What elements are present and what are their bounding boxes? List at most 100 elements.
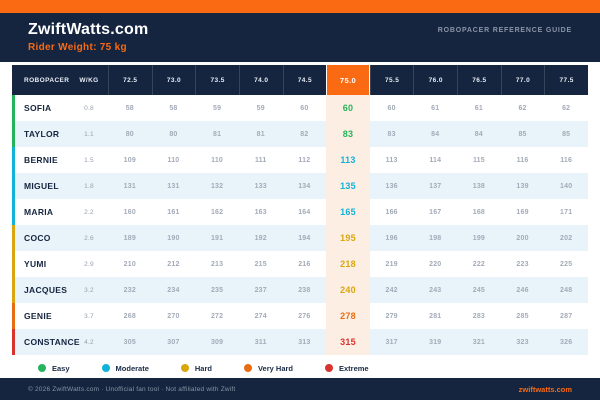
difficulty-bar (12, 147, 15, 173)
pacer-row: YUMI 2.9 210 212 213 215 216 218 219 220 222 223 225 (12, 251, 588, 277)
pacer-row: GENIE 3.7 268 270 272 274 276 278 279 281 283 285 28… (12, 303, 588, 329)
pacer-wkg: 3.2 (84, 286, 94, 294)
difficulty-legend: Easy Moderate Hard Very Hard Extreme (38, 360, 600, 376)
pacer-name: SOFIA (24, 103, 52, 113)
watts-cell: 60 (387, 104, 396, 112)
pacer-row: TAYLOR 1.1 80 80 81 81 82 83 83 84 84 85 85 (12, 121, 588, 147)
watts-cell: 192 (254, 234, 267, 242)
watts-cell: 222 (472, 260, 486, 268)
watts-cell: 168 (472, 208, 486, 216)
watts-cell: 248 (560, 286, 573, 294)
watts-cell: 285 (516, 312, 529, 320)
watts-cell: 213 (210, 260, 224, 268)
watts-cell: 139 (516, 182, 529, 190)
watts-cell-highlight: 113 (326, 147, 370, 173)
watts-cell: 161 (167, 208, 180, 216)
watts-cell: 138 (472, 182, 486, 190)
watts-cell: 234 (167, 286, 180, 294)
watts-cell: 133 (254, 182, 267, 190)
robopacer-table: ROBOPACER W/KG 72.5 73.0 73.5 74.0 74.5 75.0 7… (12, 65, 588, 355)
footer-site-link[interactable]: zwiftwatts.com (518, 384, 572, 394)
column-header-wkg: W/KG (79, 76, 99, 84)
watts-cell: 319 (429, 338, 442, 346)
difficulty-bar (12, 199, 15, 225)
pacer-row: CONSTANCE 4.2 305 307 309 311 313 315 317 319 321 3… (12, 329, 588, 355)
legend-label: Very Hard (257, 363, 293, 373)
watts-cell: 326 (560, 338, 573, 346)
watts-cell: 321 (472, 338, 486, 346)
watts-cell: 189 (123, 234, 136, 242)
watts-cell: 191 (210, 234, 224, 242)
site-logo[interactable]: ZwiftWatts.com (28, 21, 149, 38)
watts-cell: 246 (516, 286, 529, 294)
difficulty-bar (12, 329, 15, 355)
watts-cell: 111 (254, 156, 267, 164)
pacer-wkg: 2.9 (84, 260, 94, 268)
very_hard-dot (243, 364, 252, 372)
watts-cell: 268 (123, 312, 136, 320)
column-header-weight-highlight: 75.0 (326, 65, 370, 95)
watts-cell: 323 (516, 338, 529, 346)
watts-cell: 190 (167, 234, 180, 242)
watts-cell: 137 (429, 182, 442, 190)
pacer-wkg: 4.2 (84, 338, 94, 346)
column-header-weight: 74.0 (238, 65, 283, 95)
footer: © 2026 ZwiftWatts.com · Unofficial fan t… (0, 378, 600, 400)
pacer-name: YUMI (24, 259, 47, 269)
legend-label: Easy (52, 363, 70, 373)
pacer-row: MARIA 2.2 160 161 162 163 164 165 166 167 168 169 17… (12, 199, 588, 225)
watts-cell: 309 (210, 338, 224, 346)
pacer-name: JACQUES (24, 285, 68, 295)
watts-cell-highlight: 165 (326, 199, 370, 225)
watts-cell: 270 (167, 312, 180, 320)
pacer-wkg: 0.8 (84, 104, 94, 112)
watts-cell: 281 (429, 312, 442, 320)
watts-cell: 243 (429, 286, 442, 294)
watts-cell: 83 (387, 130, 396, 138)
watts-cell: 131 (123, 182, 136, 190)
column-header-weight: 73.5 (195, 65, 239, 95)
watts-cell: 212 (167, 260, 180, 268)
watts-cell-highlight: 135 (326, 173, 370, 199)
app-header: ZwiftWatts.com ROBOPACER REFERENCE GUIDE… (0, 13, 600, 62)
pacer-row: MIGUEL 1.8 131 131 132 133 134 135 136 137 138 139 1… (12, 173, 588, 199)
watts-cell: 287 (560, 312, 573, 320)
pacer-row: SOFIA 0.8 58 58 59 59 60 60 60 61 61 62 62 (12, 95, 588, 121)
pacer-wkg: 1.1 (84, 130, 94, 138)
watts-cell: 115 (472, 156, 485, 164)
watts-cell: 116 (560, 156, 573, 164)
watts-cell: 307 (167, 338, 180, 346)
watts-cell: 61 (474, 104, 483, 112)
watts-cell: 112 (298, 156, 311, 164)
watts-cell: 225 (560, 260, 573, 268)
watts-cell: 223 (516, 260, 529, 268)
watts-cell: 171 (560, 208, 573, 216)
watts-cell: 85 (518, 130, 527, 138)
watts-cell: 84 (474, 130, 483, 138)
watts-cell: 272 (210, 312, 224, 320)
pacer-row: BERNIE 1.5 109 110 110 111 112 113 113 114 115 116 1… (12, 147, 588, 173)
watts-cell: 60 (300, 104, 309, 112)
watts-cell: 59 (256, 104, 265, 112)
watts-cell: 116 (516, 156, 529, 164)
watts-cell-highlight: 195 (326, 225, 370, 251)
watts-cell: 194 (298, 234, 311, 242)
watts-cell: 276 (298, 312, 311, 320)
difficulty-bar (12, 95, 15, 121)
watts-cell: 169 (516, 208, 529, 216)
watts-cell: 202 (560, 234, 573, 242)
watts-cell: 313 (298, 338, 311, 346)
column-header-weight: 75.5 (369, 65, 414, 95)
table-header-row: ROBOPACER W/KG 72.5 73.0 73.5 74.0 74.5 75.0 7… (12, 65, 588, 95)
top-accent-bar (0, 0, 600, 13)
difficulty-bar (12, 121, 15, 147)
watts-cell: 305 (123, 338, 136, 346)
watts-cell: 85 (562, 130, 571, 138)
pacer-name: MIGUEL (24, 181, 59, 191)
difficulty-bar (12, 173, 15, 199)
watts-cell: 81 (212, 130, 222, 138)
watts-cell-highlight: 218 (326, 251, 370, 277)
watts-cell: 62 (518, 104, 527, 112)
watts-cell: 311 (254, 338, 267, 346)
pacer-wkg: 1.8 (84, 182, 94, 190)
